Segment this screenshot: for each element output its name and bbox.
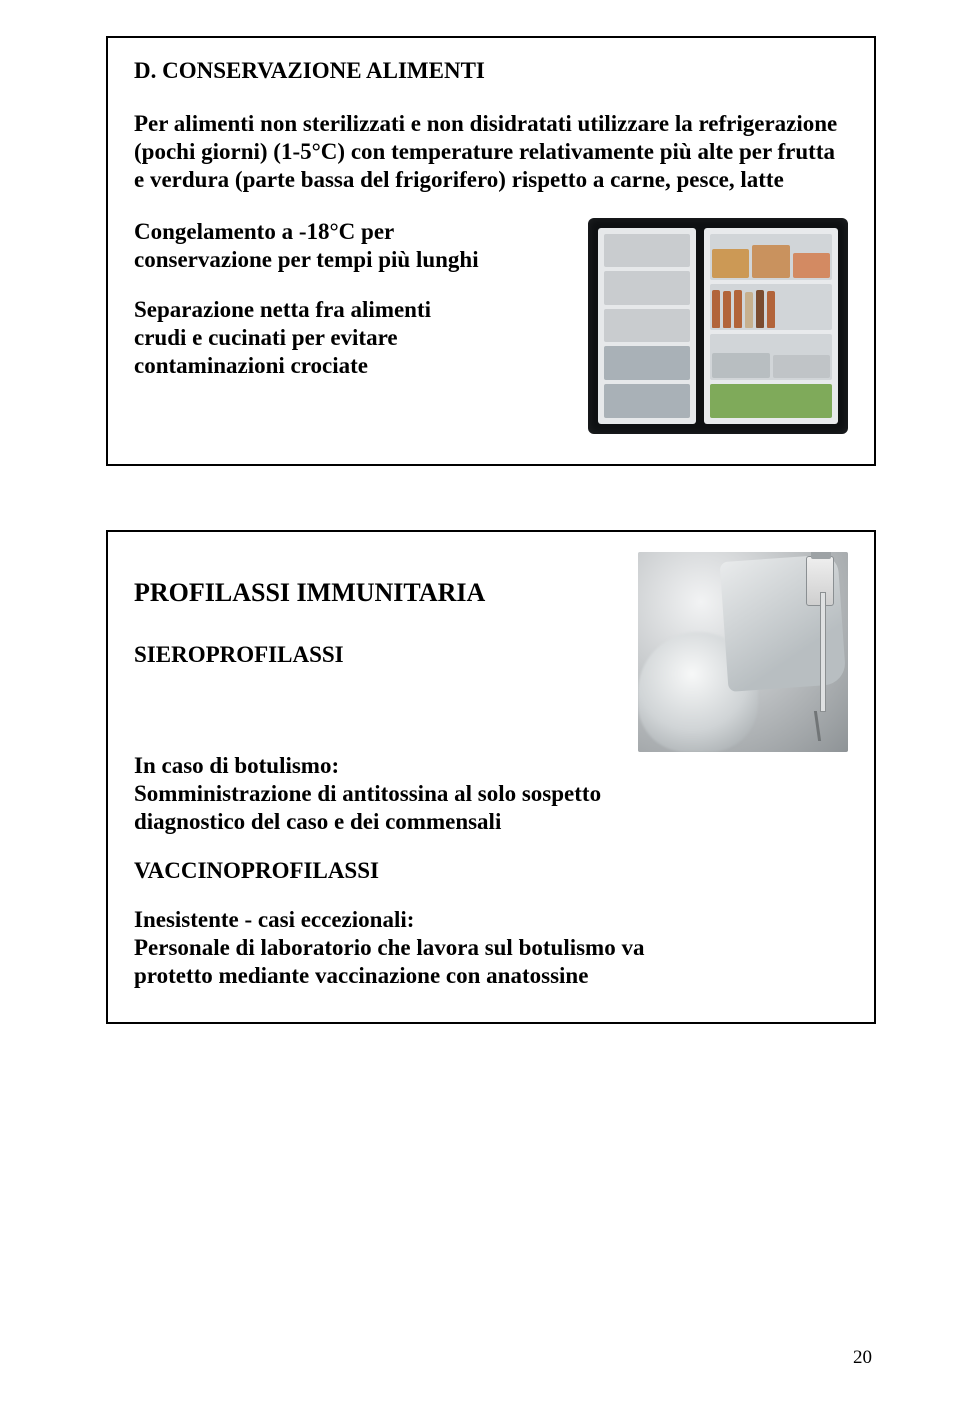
bottle-item	[734, 290, 742, 329]
fridge-outer	[588, 218, 848, 434]
panel-profilassi: PROFILASSI IMMUNITARIA SIEROPROFILASSI I…	[106, 530, 876, 1024]
freezer-shelf	[604, 234, 690, 267]
bottle-item	[745, 292, 753, 328]
freezer-drawer	[604, 346, 690, 380]
profilassi-title-wrap: PROFILASSI IMMUNITARIA SIEROPROFILASSI	[134, 552, 616, 690]
vaccine-image	[638, 552, 848, 752]
fridge-shelf	[710, 234, 832, 280]
vaccinoprofilassi-heading: VACCINOPROFILASSI	[134, 858, 848, 884]
separation-paragraph: Separazione netta fra alimenti crudi e c…	[134, 296, 484, 380]
section-title-profilassi: PROFILASSI IMMUNITARIA	[134, 578, 616, 608]
freezing-paragraph: Congelamento a -18°C per conservazione p…	[134, 218, 484, 274]
freezer-drawer	[604, 384, 690, 418]
food-item	[793, 253, 830, 278]
fridge-shelf	[710, 334, 832, 380]
syringe	[820, 592, 826, 712]
food-item	[712, 353, 770, 378]
veg-drawer	[710, 384, 832, 418]
food-item	[752, 245, 789, 279]
panel-conservazione: D. CONSERVAZIONE ALIMENTI Per alimenti n…	[106, 36, 876, 466]
food-item	[773, 355, 831, 378]
row-profilassi-header: PROFILASSI IMMUNITARIA SIEROPROFILASSI	[134, 552, 848, 752]
sieroprofilassi-paragraph: In caso di botulismo: Somministrazione d…	[134, 752, 694, 836]
fridge-freezer-side	[598, 228, 696, 424]
row-freezer: Congelamento a -18°C per conservazione p…	[134, 218, 848, 438]
freezer-shelf	[604, 309, 690, 342]
page-number: 20	[853, 1347, 872, 1369]
fridge-cooler-side	[704, 228, 838, 424]
bottle-item	[767, 291, 775, 328]
bottle-item	[756, 290, 764, 328]
food-item	[712, 249, 749, 278]
vaccinoprofilassi-paragraph: Inesistente - casi eccezionali: Personal…	[134, 906, 694, 990]
left-column: Congelamento a -18°C per conservazione p…	[134, 218, 564, 402]
section-title-d: D. CONSERVAZIONE ALIMENTI	[134, 58, 848, 84]
intro-paragraph: Per alimenti non sterilizzati e non disi…	[134, 110, 848, 194]
fridge-shelf	[710, 284, 832, 330]
freezer-shelf	[604, 271, 690, 304]
sieroprofilassi-heading: SIEROPROFILASSI	[134, 642, 616, 668]
fridge-image	[588, 218, 848, 438]
bottle-item	[723, 291, 731, 328]
bottle-item	[712, 290, 720, 328]
